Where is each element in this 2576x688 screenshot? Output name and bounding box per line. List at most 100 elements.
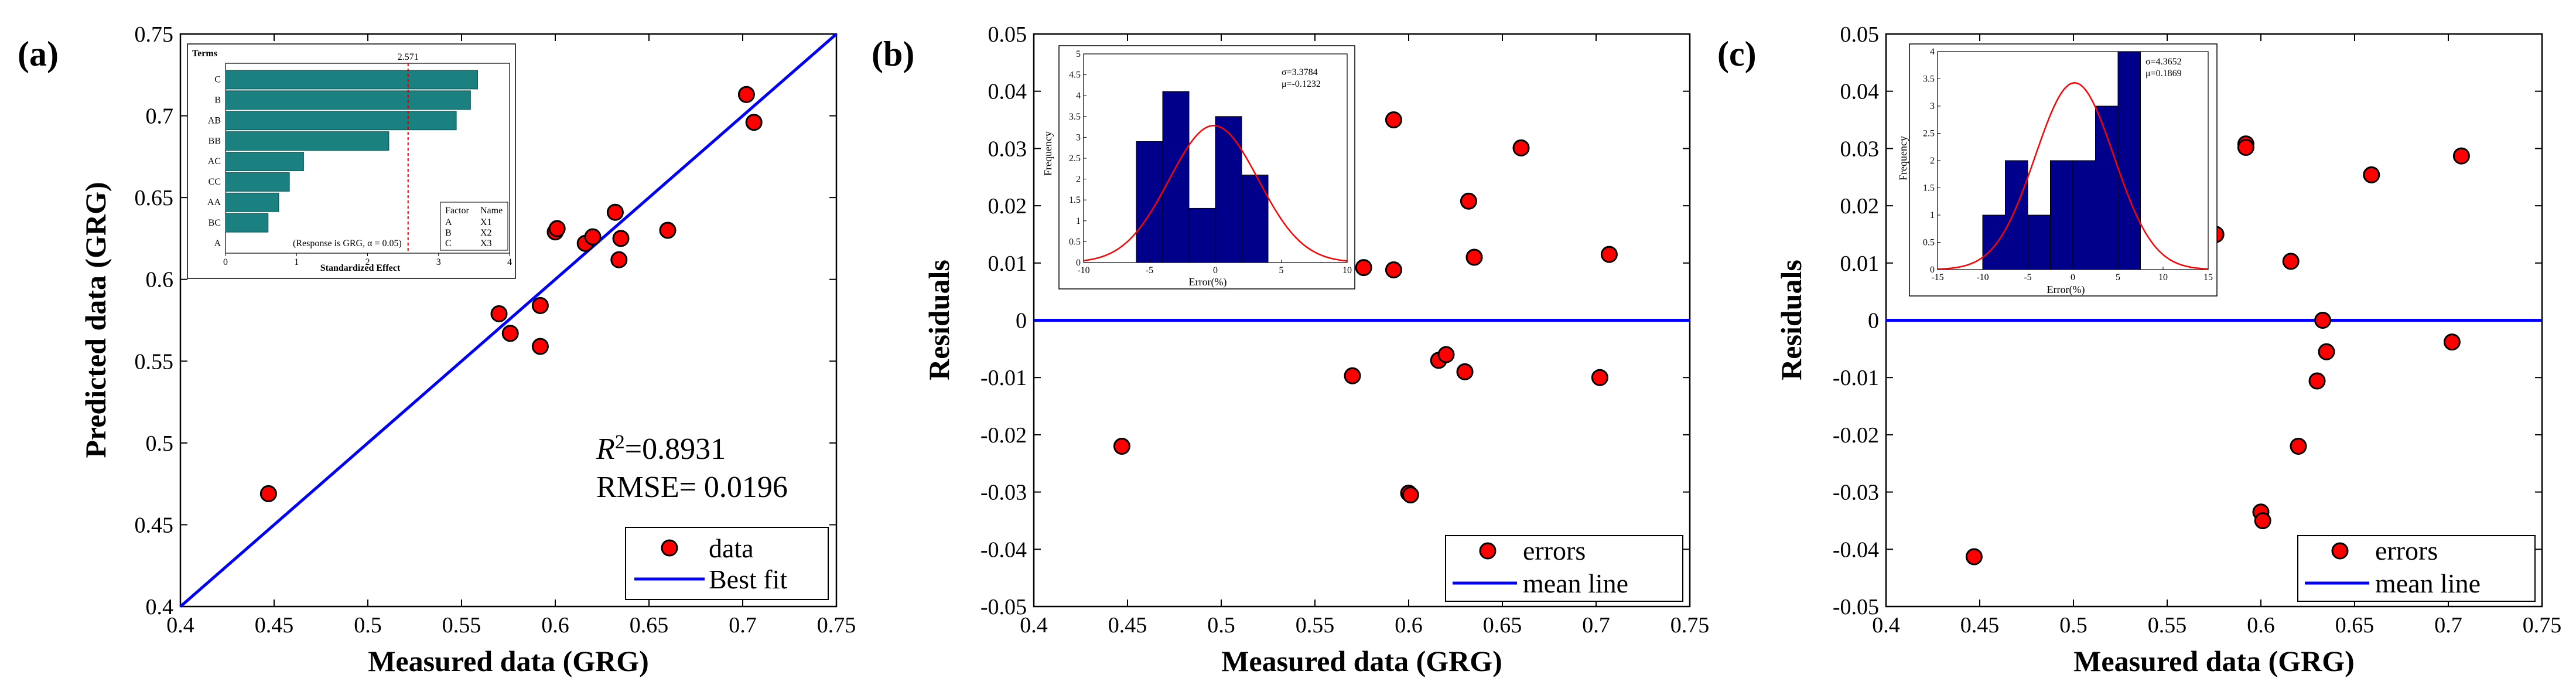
x-tick-label: 0.5 bbox=[1207, 613, 1235, 638]
hist-y-tick-label: 1.5 bbox=[1069, 195, 1081, 205]
hist-bar bbox=[2095, 105, 2119, 270]
pareto-term-label: A bbox=[214, 239, 221, 248]
panel-c-legend: errors mean line bbox=[2297, 535, 2536, 602]
x-tick-label: 0.65 bbox=[1483, 613, 1522, 638]
y-tick-label: -0.04 bbox=[1833, 537, 1879, 562]
y-tick-label: 0 bbox=[1016, 309, 1027, 333]
hist-y-tick-label: 1 bbox=[1930, 210, 1935, 220]
hist-x-tick-label: -5 bbox=[2024, 273, 2031, 282]
hist-c-sigma: σ=4.3652 bbox=[2145, 57, 2182, 67]
panel-a-xlabel: Measured data (GRG) bbox=[368, 645, 649, 677]
hist-bar bbox=[1215, 116, 1242, 263]
hist-y-tick-label: 2.5 bbox=[1069, 154, 1081, 164]
x-tick-label: 0.6 bbox=[541, 613, 569, 638]
hist-x-tick-label: 10 bbox=[2158, 273, 2168, 282]
hist-c-plot: -15 -10 -5 0 5 10 15 0 0.5 1 1.5 2 2.5 3 3.5 4 bbox=[1923, 47, 2213, 282]
panel-b-label: (b) bbox=[872, 35, 914, 73]
data-point bbox=[606, 203, 624, 221]
panel-c-label: (c) bbox=[1717, 35, 1757, 73]
panel-a-fit-line-group bbox=[179, 33, 838, 608]
legend-bestfit-label: Best fit bbox=[709, 564, 787, 594]
x-tick-label: 0.4 bbox=[166, 613, 194, 638]
panel-b-ylabel: Residuals bbox=[923, 260, 955, 380]
x-tick-label: 0.75 bbox=[2523, 613, 2562, 638]
factor-table-header-factor: Factor bbox=[445, 206, 470, 216]
pareto-bar bbox=[225, 70, 478, 90]
x-tick-label: 0.65 bbox=[2335, 613, 2375, 638]
pareto-threshold-label: 2.571 bbox=[398, 52, 419, 62]
hist-b-ylabel: Frequency bbox=[1042, 131, 1054, 176]
hist-x-tick-label: -10 bbox=[1077, 265, 1089, 275]
pareto-bar bbox=[225, 111, 457, 131]
y-tick-label: 0.75 bbox=[135, 22, 174, 47]
pareto-term-label: C bbox=[214, 75, 221, 85]
hist-bar bbox=[2072, 160, 2096, 270]
data-point bbox=[1355, 259, 1372, 277]
hist-y-tick-label: 3 bbox=[1076, 132, 1081, 142]
x-tick-label: 0.5 bbox=[2059, 613, 2088, 638]
panel-a-legend: data Best fit bbox=[625, 527, 829, 600]
pareto-x-tick-label: 2 bbox=[365, 257, 370, 267]
data-point bbox=[2363, 166, 2380, 183]
factor-table-row-b-name: X2 bbox=[480, 228, 492, 238]
hist-y-tick-label: 4.5 bbox=[1069, 70, 1081, 80]
factor-table-row-a-name: X1 bbox=[480, 217, 492, 227]
x-tick-label: 0.45 bbox=[255, 613, 294, 638]
panel-b-legend: errors mean line bbox=[1445, 535, 1683, 602]
legend-mean-label: mean line bbox=[1523, 568, 1628, 598]
hist-y-tick-label: 0 bbox=[1076, 258, 1081, 268]
r2-value: =0.8931 bbox=[625, 432, 726, 466]
data-point bbox=[1965, 548, 1983, 566]
legend-errors-label-c: errors bbox=[2375, 536, 2438, 566]
pareto-bar bbox=[225, 131, 390, 151]
data-point bbox=[745, 114, 763, 131]
hist-y-tick-label: 3.5 bbox=[1069, 112, 1081, 122]
data-point bbox=[1385, 111, 1402, 129]
hist-b-plot: -10 -5 0 5 10 0 0.5 1 1.5 2 2.5 3 3.5 4 4.5 5 bbox=[1069, 49, 1352, 275]
data-point bbox=[659, 222, 677, 239]
y-tick-label: 0.05 bbox=[988, 22, 1027, 47]
y-tick-label: 0.03 bbox=[988, 137, 1027, 161]
hist-x-tick-label: -5 bbox=[1146, 265, 1153, 275]
r2-superscript: 2 bbox=[615, 431, 625, 453]
y-tick-label: 0.4 bbox=[146, 595, 174, 619]
panel-c: (c) 0.4 0.45 0.5 0.55 0.6 0.65 0.7 0.75-0.05-0.… bbox=[1717, 22, 2561, 677]
x-tick-label: 0.4 bbox=[1020, 613, 1048, 638]
data-point bbox=[531, 338, 549, 355]
hist-c-mu: μ=0.1869 bbox=[2145, 69, 2182, 79]
panel-a-data-points bbox=[259, 86, 763, 502]
y-tick-label: 0 bbox=[1868, 309, 1879, 333]
y-tick-label: 0.55 bbox=[135, 349, 174, 374]
y-tick-label: 0.05 bbox=[1840, 22, 1880, 47]
data-point bbox=[737, 86, 755, 103]
pareto-title: Terms bbox=[192, 49, 217, 59]
hist-y-tick-label: 0.5 bbox=[1923, 238, 1935, 248]
data-point bbox=[490, 305, 508, 322]
y-tick-label: -0.01 bbox=[980, 366, 1027, 390]
hist-bar bbox=[1188, 207, 1216, 263]
x-tick-label: 0.55 bbox=[2148, 613, 2187, 638]
hist-x-tick-label: 0 bbox=[1213, 265, 1218, 275]
hist-b-sigma: σ=3.3784 bbox=[1282, 67, 1318, 77]
panel-a: (a) 0.4 0.45 0.5 0.55 0.6 0.65 0.7 0.750.40.450… bbox=[18, 22, 856, 677]
data-point bbox=[2237, 138, 2254, 156]
y-tick-label: 0.02 bbox=[1840, 194, 1880, 219]
y-tick-label: -0.04 bbox=[980, 537, 1027, 562]
factor-table-row-a-factor: A bbox=[445, 217, 452, 227]
hist-y-tick-label: 1.5 bbox=[1923, 183, 1935, 193]
hist-c-ylabel: Frequency bbox=[1897, 136, 1909, 180]
y-tick-label: 0.04 bbox=[988, 80, 1027, 104]
hist-bar bbox=[2027, 214, 2051, 270]
data-point bbox=[2254, 512, 2271, 529]
data-point bbox=[1512, 139, 1530, 156]
panel-b-xlabel: Measured data (GRG) bbox=[1221, 645, 1502, 677]
y-tick-label: 0.7 bbox=[146, 104, 174, 129]
panel-a-r2-annotation: R2=0.8931 bbox=[596, 431, 726, 466]
data-point bbox=[2290, 437, 2307, 455]
pareto-bar bbox=[225, 213, 269, 233]
data-point bbox=[584, 228, 602, 246]
data-point bbox=[2314, 312, 2332, 329]
factor-table-row-c-name: X3 bbox=[480, 239, 492, 248]
